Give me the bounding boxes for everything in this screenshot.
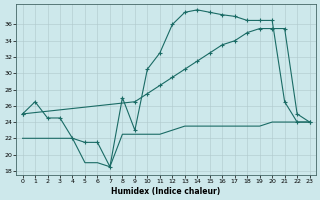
- X-axis label: Humidex (Indice chaleur): Humidex (Indice chaleur): [111, 187, 221, 196]
